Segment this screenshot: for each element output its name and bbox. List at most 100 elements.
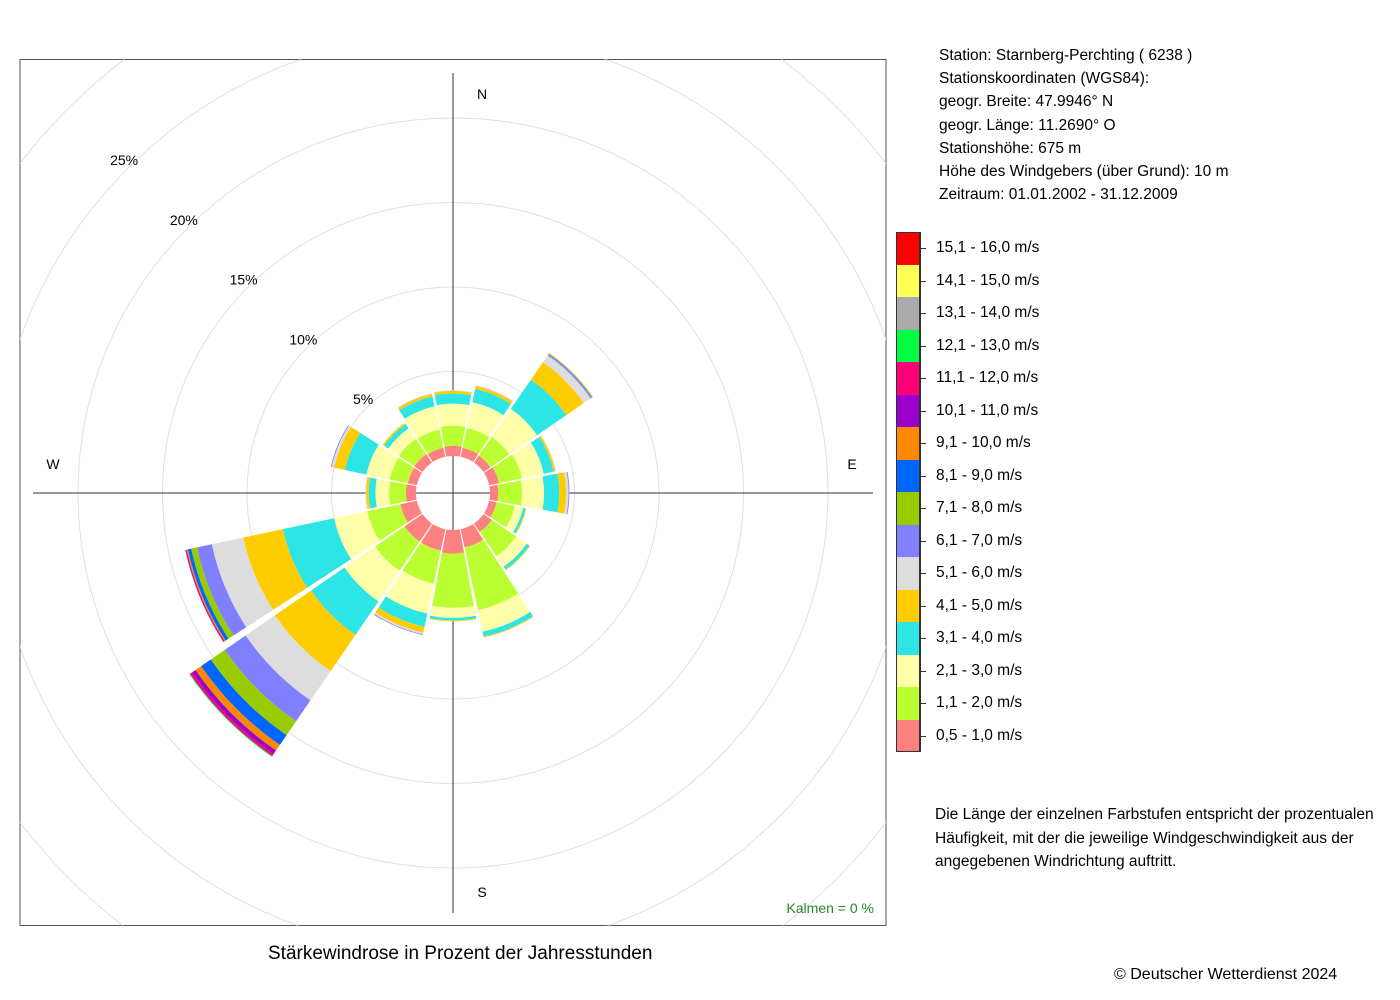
sector-segment [441, 529, 465, 554]
legend-label: 6,1 - 7,0 m/s [936, 531, 1023, 549]
legend-item: 0,5 - 1,0 m/s [896, 719, 1096, 752]
legend-label: 2,1 - 3,0 m/s [936, 661, 1023, 679]
legend-item: 8,1 - 9,0 m/s [896, 459, 1096, 492]
legend-label: 11,1 - 12,0 m/s [936, 369, 1039, 386]
legend-label: 13,1 - 14,0 m/s [936, 304, 1040, 321]
sector-segment [384, 424, 409, 449]
note-line: angegebenen Windrichtung auftritt. [935, 853, 1177, 870]
sector-NW [382, 422, 433, 473]
note-line: Häufigkeit, mit der die jeweilige Windge… [935, 829, 1354, 847]
legend-item: 6,1 - 7,0 m/s [896, 524, 1096, 557]
radial-tick-labels: 5% 10% 15% 20% 25% [110, 152, 373, 407]
sector-W [365, 477, 417, 509]
legend-tick [920, 703, 926, 704]
legend-tick [920, 410, 926, 412]
sector-segment [404, 406, 440, 439]
copyright: © Deutscher Wetterdienst 2024 [1114, 966, 1338, 983]
legend-label: 12,1 - 13,0 m/s [936, 336, 1040, 354]
sector-segment [460, 447, 479, 462]
sector-segment [282, 518, 352, 588]
legend-item: 13,1 - 14,0 m/s [896, 297, 1096, 330]
sector-segment [490, 502, 515, 528]
sector-SSW [373, 524, 446, 635]
sector-segment [224, 635, 311, 722]
sector-SSO [460, 524, 534, 638]
sector-segment [491, 408, 538, 455]
legend-item: 5,1 - 6,0 m/s [896, 557, 1096, 590]
sector-segment [374, 612, 424, 635]
sector-segment [311, 567, 379, 635]
explanation-note: Die Länge der einzelnen Farbstufen entsp… [935, 803, 1395, 874]
legend-swatch [896, 719, 920, 752]
sector-segment [460, 524, 484, 548]
sector-segment [492, 454, 523, 484]
sector-segment [427, 447, 446, 462]
sector-segment [388, 481, 407, 505]
legend-tick [920, 280, 926, 282]
sector-segment [436, 403, 470, 427]
sector-segment [400, 500, 422, 523]
legend-item: 14,1 - 15,0 m/s [896, 264, 1096, 297]
sector-segment [464, 539, 519, 611]
sector-segment [479, 519, 517, 557]
sector-segment [243, 529, 308, 610]
legend-label: 15,1 - 16,0 m/s [936, 239, 1040, 256]
sector-segment [434, 393, 472, 406]
sector-segment [466, 402, 504, 438]
legend-swatch [896, 264, 920, 297]
station-latitude: geogr. Breite: 47.9946° N [939, 93, 1114, 111]
sector-segment [557, 472, 567, 514]
sector-segment [378, 596, 428, 627]
sector-segment [432, 552, 474, 608]
sector-segment [375, 607, 425, 633]
legend-item: 7,1 - 8,0 m/s [896, 492, 1096, 525]
radial-tick-label: 20% [170, 212, 198, 228]
sector-segment [530, 436, 554, 474]
sector-segment [484, 500, 497, 518]
sector-SW [189, 513, 433, 757]
sector-segment [496, 536, 527, 567]
station-elevation: Stationshöhe: 675 m [939, 139, 1082, 157]
legend-tick [920, 573, 926, 574]
radial-tick-label: 15% [230, 272, 258, 288]
sector-segment [530, 362, 584, 416]
sector-segment [444, 445, 462, 457]
sector-segment [399, 396, 435, 419]
legend-label: 0,5 - 1,0 m/s [936, 726, 1023, 744]
legend-swatch [896, 492, 920, 525]
sector-segment [478, 436, 510, 468]
legend-tick [920, 638, 926, 639]
legend-item: 1,1 - 2,0 m/s [896, 687, 1096, 720]
sector-segment [398, 438, 427, 467]
compass-axes [33, 73, 873, 913]
legend-label: 9,1 - 10,0 m/s [936, 434, 1031, 451]
legend-item: 3,1 - 4,0 m/s [896, 622, 1096, 655]
sector-segment [334, 426, 361, 471]
legend-item: 2,1 - 3,0 m/s [896, 654, 1096, 687]
sector-segment [564, 471, 569, 515]
sector-segment [566, 471, 570, 515]
sector-segment [344, 546, 400, 602]
sector-segment [482, 611, 533, 637]
sector-segment [430, 605, 476, 618]
legend-swatch [896, 654, 920, 687]
sector-segment [407, 467, 422, 486]
legend-label: 8,1 - 9,0 m/s [936, 466, 1023, 484]
sector-segment [434, 390, 472, 396]
legend-label: 1,1 - 2,0 m/s [936, 694, 1023, 711]
sector-segment [334, 511, 380, 560]
legend-swatch [896, 622, 920, 655]
sector-segment [382, 422, 406, 446]
legend-swatch [896, 589, 920, 622]
sector-segment [510, 379, 567, 436]
sector-segment [547, 353, 593, 399]
sector-segment [540, 435, 557, 472]
sector-segment [192, 669, 277, 754]
legend-tick [920, 475, 926, 477]
legend-swatch [896, 362, 920, 395]
legend-swatch [896, 459, 920, 492]
compass-label-W: W [46, 456, 60, 472]
sector-segment [388, 428, 416, 456]
legend-swatch [896, 427, 920, 460]
